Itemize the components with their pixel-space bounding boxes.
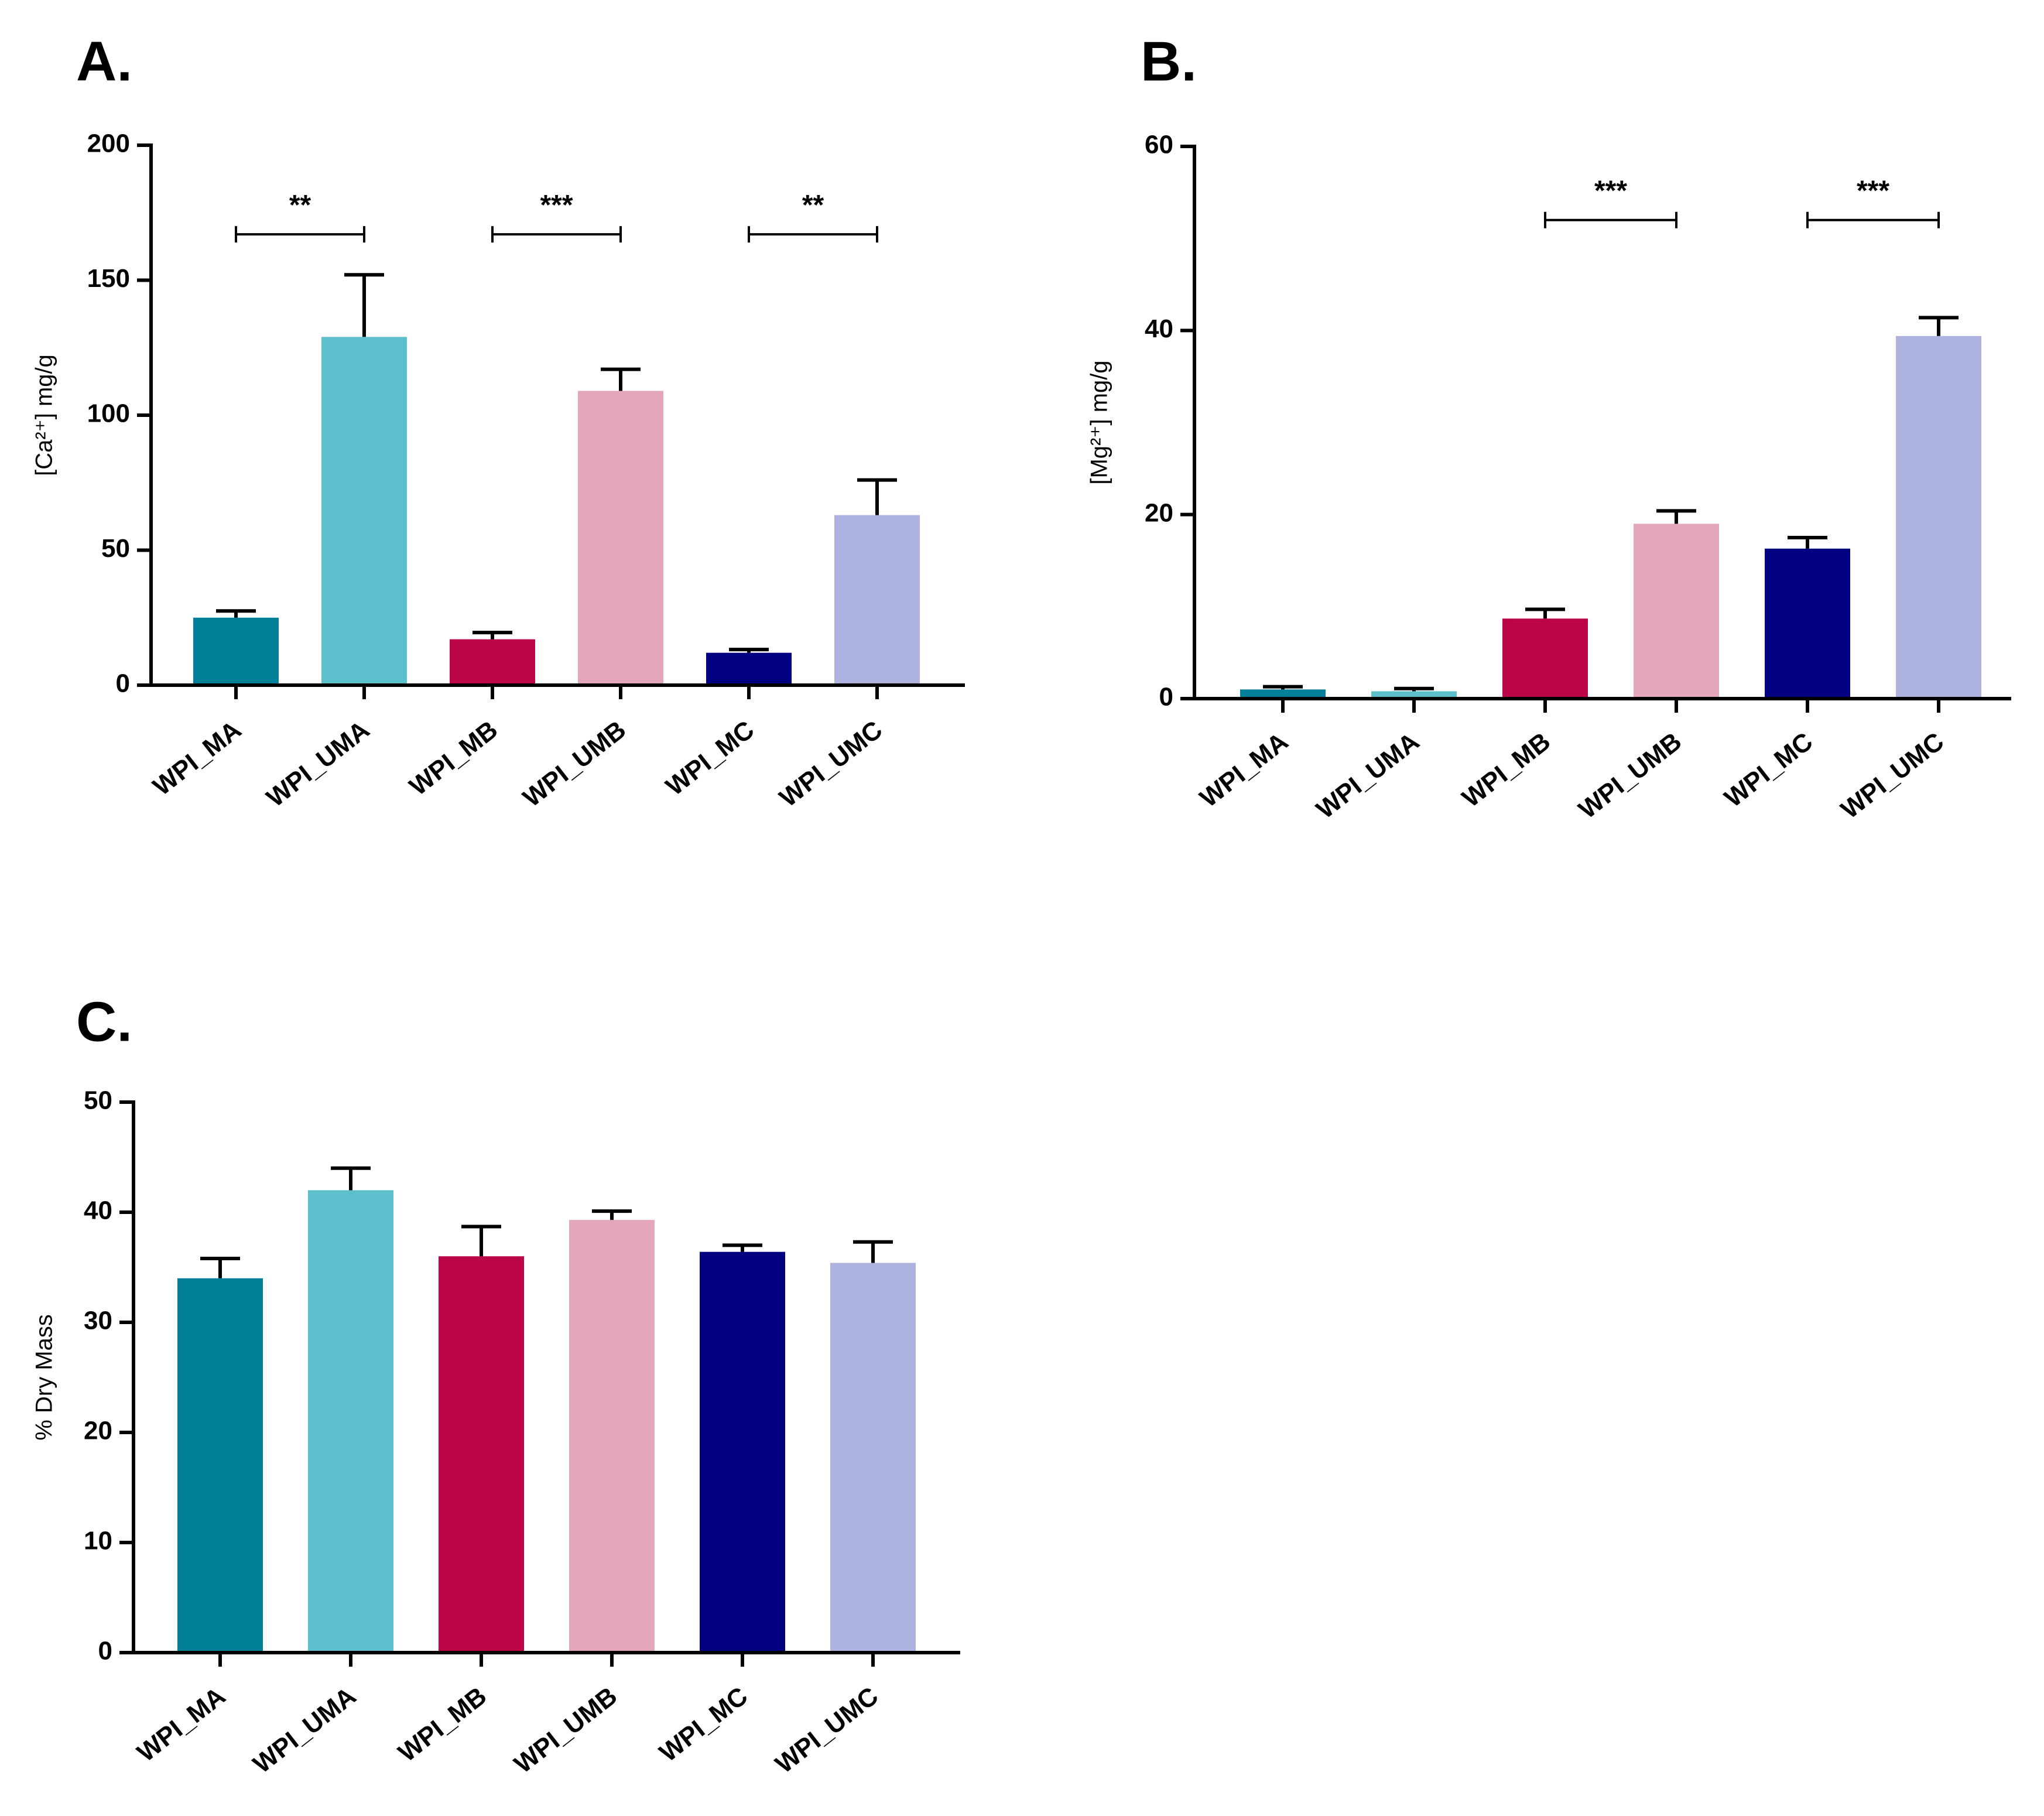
bar-a-wpi-uma: [321, 337, 407, 685]
panel-a-letter: A.: [76, 30, 132, 93]
error-bar-c-wpi-ma: [200, 1256, 240, 1278]
significance-bracket-b: [1806, 211, 1940, 228]
y-tick-label-b: 60: [1145, 131, 1173, 159]
panel-c-dry-mass-chart: C. 0 10 20 30 40 50 WPI_MA WPI_UMA WPI_MB WPI_UMB W…: [32, 990, 960, 1779]
bar-c-wpi-uma: [308, 1190, 393, 1653]
category-label-b: WPI_UMC: [1836, 727, 1949, 825]
error-bar-b-wpi-mb: [1525, 607, 1565, 619]
bar-a-wpi-ma: [193, 617, 279, 685]
y-tick-label-c: 10: [84, 1527, 112, 1555]
bar-b-wpi-mc: [1765, 548, 1850, 699]
category-label-a: WPI_MC: [660, 715, 759, 801]
category-label-b: WPI_UMB: [1573, 727, 1687, 825]
category-label-b: WPI_MB: [1457, 727, 1556, 813]
error-bar-b-wpi-umb: [1656, 509, 1696, 524]
panel-a-calcium-chart: A. 0 50 100 150 200 WPI_MA WPI_UMA WPI_MB WPI_UMB…: [32, 30, 965, 813]
significance-bracket-a: [748, 226, 878, 243]
bar-c-wpi-umb: [569, 1220, 655, 1653]
error-bar-c-wpi-umb: [592, 1209, 632, 1220]
category-label-a: WPI_UMA: [261, 715, 375, 813]
panel-c-letter: C.: [76, 990, 132, 1053]
y-tick-label-a: 50: [101, 534, 130, 563]
error-bar-c-wpi-mc: [723, 1243, 762, 1252]
bar-a-wpi-mb: [450, 639, 535, 685]
error-bar-c-wpi-mb: [461, 1225, 501, 1257]
bar-c-wpi-mb: [439, 1256, 524, 1653]
significance-bracket-a: [235, 226, 365, 243]
category-label-c: WPI_MC: [654, 1681, 753, 1767]
significance-label-a: **: [289, 190, 311, 221]
significance-label-b: ***: [1594, 176, 1627, 207]
error-bar-b-wpi-umc: [1919, 316, 1959, 336]
category-label-b: WPI_MA: [1194, 727, 1293, 813]
category-label-c: WPI_UMB: [509, 1681, 622, 1779]
category-label-c: WPI_MA: [132, 1681, 231, 1767]
y-tick-label-c: 30: [84, 1307, 112, 1335]
y-tick-label-a: 150: [87, 264, 130, 293]
y-tick-label-a: 200: [87, 129, 130, 158]
bar-a-wpi-umb: [578, 391, 663, 685]
significance-bracket-a: [491, 226, 622, 243]
category-label-a: WPI_MB: [404, 715, 503, 801]
error-bar-c-wpi-umc: [853, 1240, 893, 1263]
category-label-b: WPI_MC: [1719, 727, 1818, 813]
category-label-c: WPI_UMC: [770, 1681, 884, 1779]
y-tick-label-b: 0: [1159, 683, 1173, 712]
bar-b-wpi-ma: [1240, 689, 1326, 699]
error-bar-a-wpi-umb: [601, 367, 641, 391]
error-bar-a-wpi-umc: [857, 478, 897, 515]
significance-label-a: **: [802, 190, 824, 221]
y-axis-title-c: % Dry Mass: [32, 1314, 57, 1441]
y-tick-label-c: 0: [98, 1637, 112, 1665]
category-label-b: WPI_UMA: [1311, 727, 1425, 825]
significance-bracket-b: [1544, 211, 1677, 228]
bar-a-wpi-umc: [834, 515, 920, 685]
category-label-c: WPI_MB: [393, 1681, 492, 1767]
bar-b-wpi-umc: [1896, 336, 1981, 699]
y-axis-title-b: [Mg²⁺] mg/g: [1087, 360, 1112, 484]
y-tick-label-c: 50: [84, 1086, 112, 1115]
category-label-a: WPI_MA: [148, 715, 246, 801]
y-tick-label-a: 100: [87, 399, 130, 428]
y-tick-label-b: 20: [1145, 498, 1173, 527]
bar-b-wpi-mb: [1502, 618, 1588, 699]
error-bar-a-wpi-mb: [473, 631, 512, 639]
error-bar-b-wpi-uma: [1394, 686, 1434, 692]
category-label-a: WPI_UMB: [518, 715, 631, 813]
panel-b-letter: B.: [1141, 30, 1197, 93]
error-bar-a-wpi-uma: [344, 273, 384, 337]
significance-label-a: ***: [540, 190, 573, 221]
bar-a-wpi-mc: [706, 652, 792, 685]
error-bar-a-wpi-ma: [216, 609, 256, 618]
panel-b-magnesium-chart: B. 0 20 40 60 WPI_MA WPI_UMA WPI_MB WPI_UMB WPI_M…: [1087, 30, 2011, 825]
error-bar-b-wpi-ma: [1263, 685, 1303, 690]
bar-b-wpi-umb: [1634, 524, 1719, 699]
error-bar-c-wpi-uma: [331, 1166, 371, 1191]
category-label-a: WPI_UMC: [774, 715, 888, 813]
bar-c-wpi-ma: [177, 1278, 263, 1653]
bar-b-wpi-uma: [1371, 691, 1457, 699]
y-tick-label-c: 40: [84, 1196, 112, 1225]
error-bar-a-wpi-mc: [729, 648, 769, 653]
y-tick-label-c: 20: [84, 1417, 112, 1445]
y-axis-title-a: [Ca²⁺] mg/g: [32, 354, 57, 476]
bar-c-wpi-mc: [700, 1251, 785, 1653]
significance-label-b: ***: [1857, 176, 1889, 207]
category-label-c: WPI_UMA: [248, 1681, 361, 1779]
y-tick-label-b: 40: [1145, 314, 1173, 343]
y-tick-label-a: 0: [116, 669, 130, 698]
bar-c-wpi-umc: [830, 1263, 916, 1653]
error-bar-b-wpi-mc: [1788, 535, 1827, 549]
